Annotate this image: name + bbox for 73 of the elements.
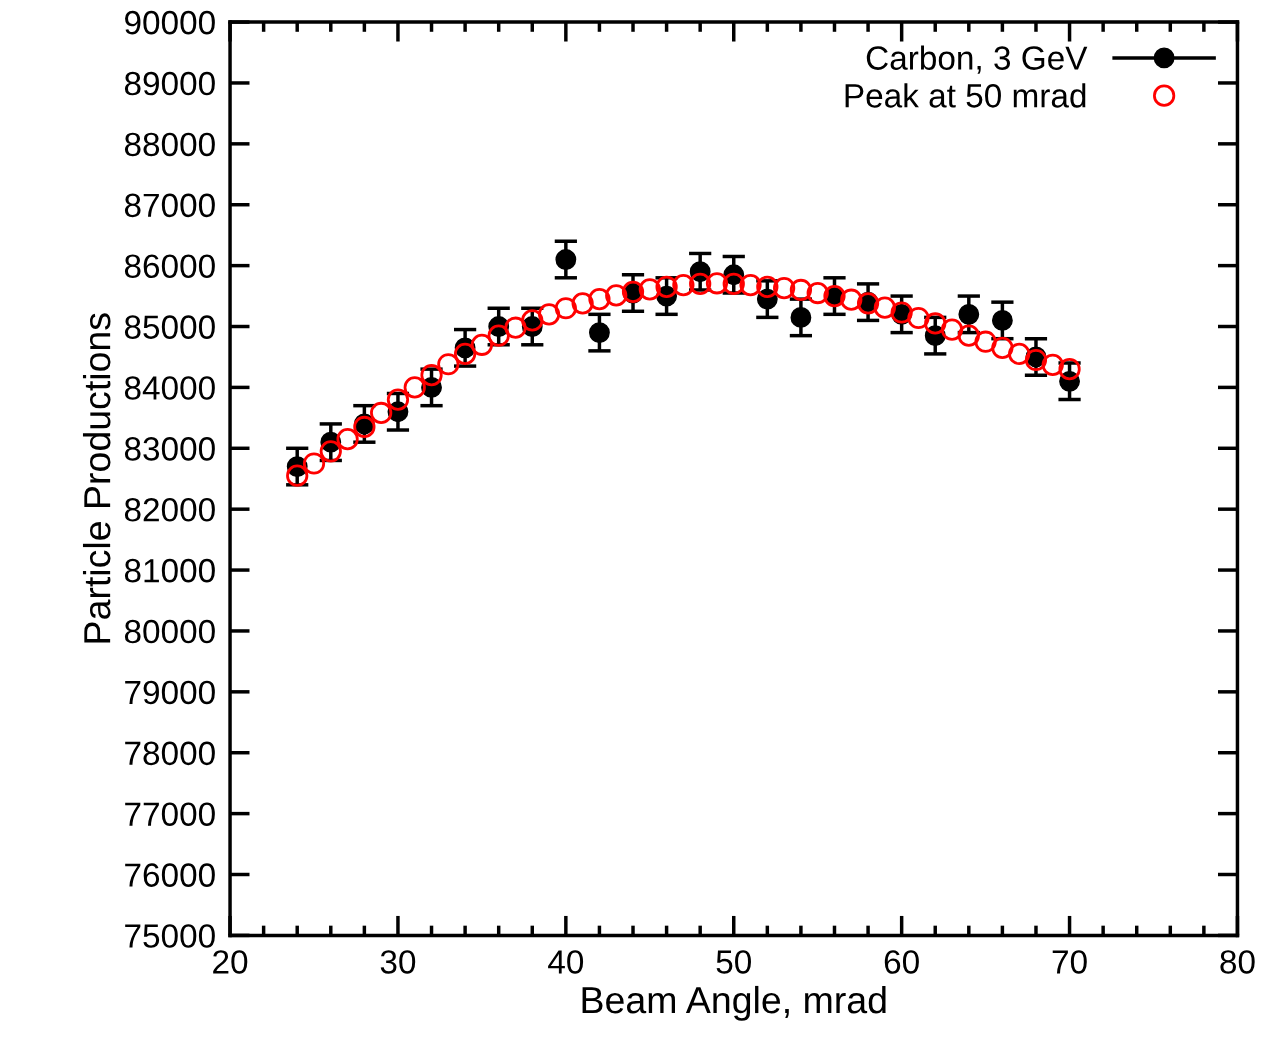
point: [739, 273, 762, 297]
point: [487, 324, 510, 347]
point: [286, 464, 309, 487]
x-tick-label: 70: [1052, 950, 1087, 974]
point: [672, 273, 695, 297]
y-tick-label: 84000: [124, 376, 215, 400]
point: [873, 296, 896, 319]
y-tick-label: 78000: [125, 741, 215, 766]
point: [403, 376, 426, 399]
y-tick-label: 77000: [125, 802, 215, 827]
x-tick-label: 40: [548, 950, 584, 974]
point: [958, 303, 980, 325]
y-tick-label: 76000: [125, 863, 215, 887]
point: [302, 452, 326, 475]
point: [1008, 342, 1031, 366]
x-tick-label: 80: [1220, 950, 1255, 974]
x-tick-label: 50: [716, 950, 751, 974]
point: [386, 388, 410, 411]
point: [991, 336, 1014, 359]
y-tick-label: 88000: [124, 132, 215, 157]
point: [924, 312, 947, 335]
y-tick-label: 89000: [124, 71, 215, 96]
y-tick-label: 75000: [125, 924, 215, 948]
point: [420, 364, 443, 387]
point: [705, 272, 729, 295]
x-tick-label: 20: [213, 950, 248, 974]
x-axis-title: Beam Angle, mrad: [582, 985, 886, 1021]
point: [1058, 358, 1081, 381]
y-tick-label: 85000: [124, 315, 215, 339]
point: [588, 288, 611, 311]
point: [554, 297, 577, 320]
x-tick-label: 60: [884, 950, 919, 974]
point: [722, 272, 745, 295]
point: [974, 330, 997, 353]
point: [555, 249, 577, 270]
legend-label: Peak at 50 mrad: [845, 83, 1086, 108]
point: [789, 278, 813, 302]
point: [1041, 353, 1064, 376]
legend-label: Carbon, 3 GeV: [866, 45, 1088, 74]
y-axis-title: Particle Productions: [82, 313, 111, 643]
point: [991, 310, 1013, 331]
point: [655, 275, 678, 299]
x-tick-label: 30: [380, 950, 416, 974]
y-tick-label: 86000: [124, 254, 215, 279]
y-tick-label: 79000: [125, 680, 215, 705]
point: [537, 303, 561, 326]
point: [756, 275, 779, 299]
y-tick-label: 80000: [124, 619, 215, 644]
point: [907, 306, 930, 330]
point: [790, 306, 812, 328]
point: [589, 322, 610, 344]
point: [940, 318, 964, 341]
y-tick-label: 90000: [125, 10, 215, 35]
point: [470, 333, 494, 356]
y-tick-label: 83000: [124, 437, 215, 461]
point: [773, 277, 796, 300]
point: [319, 440, 342, 463]
y-tick-label: 82000: [124, 497, 215, 522]
point: [840, 288, 863, 311]
point: [638, 278, 661, 301]
point: [605, 284, 628, 307]
point: [370, 401, 393, 425]
y-tick-label: 81000: [124, 558, 215, 583]
y-tick-label: 87000: [124, 193, 215, 218]
point: [437, 353, 460, 376]
point: [504, 316, 527, 339]
point: [521, 309, 544, 332]
point: [454, 342, 477, 366]
point: [336, 428, 359, 451]
point: [957, 324, 980, 347]
point: [806, 281, 829, 305]
point: [571, 292, 594, 315]
point: [689, 272, 712, 295]
